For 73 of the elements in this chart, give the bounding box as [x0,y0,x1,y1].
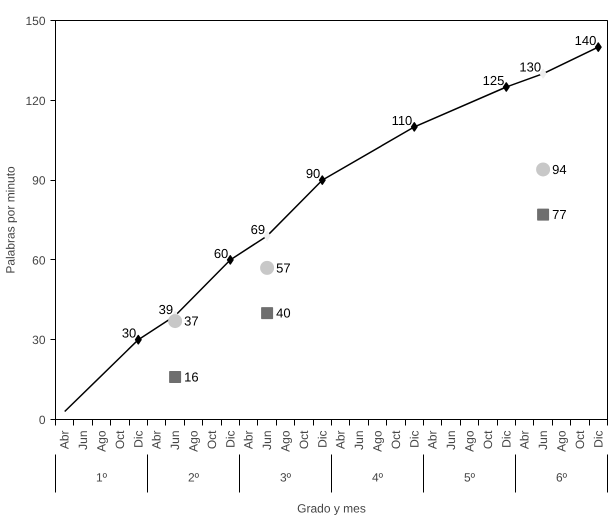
x-tick-label: Abr [242,430,256,450]
y-tick-label: 60 [32,253,46,268]
text: 4º [372,470,384,484]
x-tick-label: Oct [204,430,219,450]
data-label: 140 [574,33,596,48]
x-tick-label: Jun [76,430,90,450]
x-tick-label: Dic [499,430,514,448]
x-tick-label: Abr [334,430,348,450]
x-tick-label: Ago [94,430,108,452]
x-axis-title: Grado y mes [297,502,366,516]
y-tick-label: 150 [25,14,46,28]
y-axis-title: Palabras por minuto [3,166,18,274]
x-tick-label: Abr [518,430,532,450]
x-tick-label: Oct [480,430,495,450]
data-label: 94 [552,162,567,177]
point [168,314,182,328]
point [318,175,326,186]
text: 1º [96,470,108,484]
x-tick-label: Dic [591,430,606,448]
x-tick-label: Abr [426,430,440,450]
x-tick-label: Ago [370,430,384,452]
point [260,260,274,275]
text: 3º [280,470,292,484]
point [226,254,234,265]
data-label: 130 [519,60,542,75]
data-label: 37 [184,314,199,329]
x-tick-label: Abr [58,430,72,450]
point [264,230,271,241]
point [536,162,550,176]
data-label: 77 [552,207,567,222]
x-tick-label: Ago [186,430,200,452]
y-tick-label: 120 [25,94,46,108]
x-tick-label: Ago [278,430,292,452]
y-tick-label: 30 [32,333,46,348]
point [540,68,547,79]
data-label: 125 [482,73,504,88]
y-tick-label: 0 [38,413,46,427]
x-tick-label: Oct [112,430,127,450]
data-label: 39 [158,302,174,317]
x-tick-label: Jun [168,430,182,450]
x-tick-label: Oct [388,430,403,450]
point [502,82,510,92]
x-tick-label: Oct [296,430,311,450]
data-label: 60 [214,246,228,261]
data-label: 90 [306,166,320,182]
x-tick-label: Ago [554,430,568,452]
text: 5º [464,470,476,484]
text: 6º [556,470,568,484]
x-tick-label: Dic [223,430,238,448]
point [410,122,418,132]
point [537,208,550,221]
point [261,307,274,320]
x-tick-label: Jun [352,430,366,450]
data-label: 40 [276,306,291,321]
x-tick-label: Dic [407,430,422,448]
x-tick-label: Jun [260,430,274,450]
y-tick-label: 90 [32,174,46,188]
x-tick-label: Ago [462,430,476,452]
data-label: 16 [184,369,199,384]
data-label: 30 [122,326,136,341]
data-label: 57 [276,260,291,276]
x-tick-label: Dic [315,430,330,448]
text: 2º [188,470,200,484]
point [169,370,182,383]
x-tick-label: Oct [572,430,587,450]
x-tick-label: Abr [150,430,164,450]
x-tick-label: Dic [131,430,146,448]
data-label: 110 [392,112,412,128]
x-tick-label: Jun [444,430,458,450]
x-tick-label: Jun [536,430,550,450]
point [594,42,602,52]
data-label: 69 [250,222,266,237]
point [134,334,142,345]
